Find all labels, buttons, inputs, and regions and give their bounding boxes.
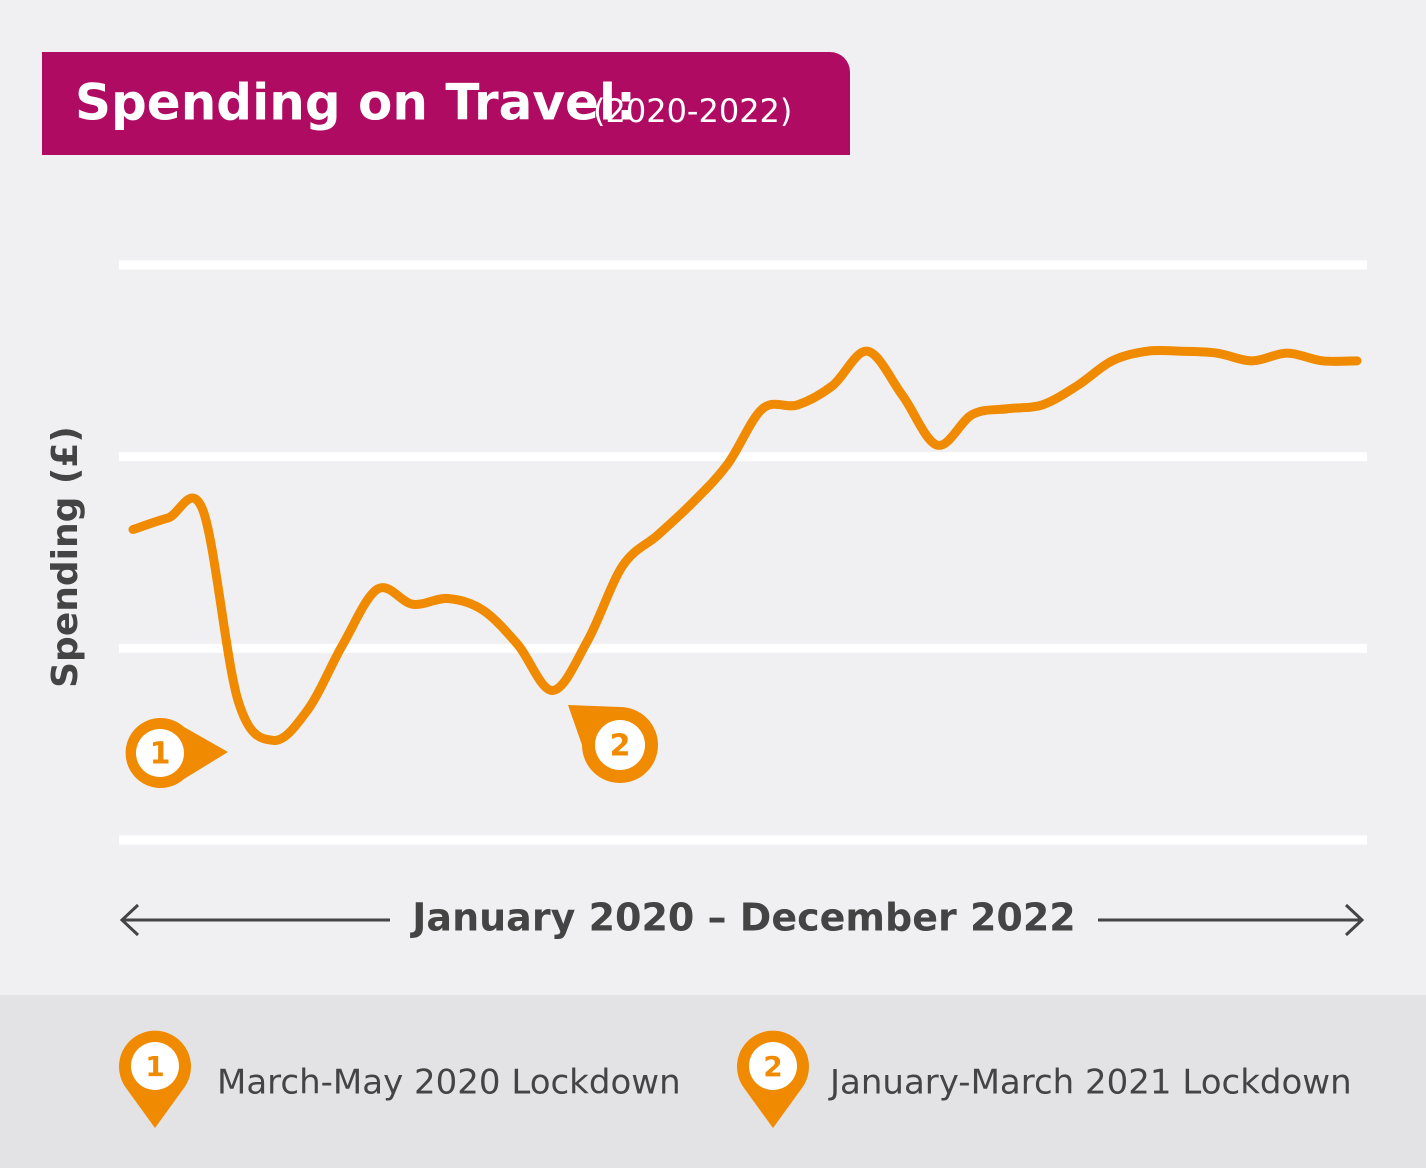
pin-inner bbox=[595, 720, 645, 770]
arrow-left-head bbox=[119, 903, 140, 937]
pin-inner bbox=[131, 1042, 179, 1090]
legend-text: March-May 2020 Lockdown bbox=[217, 1063, 681, 1103]
marker-2: 2 bbox=[568, 705, 658, 783]
pin-inner bbox=[749, 1042, 797, 1090]
pin-inner bbox=[136, 729, 184, 777]
y-axis-label: Spending (£) bbox=[45, 426, 86, 688]
marker-label: 1 bbox=[150, 737, 171, 772]
legend-text: January-March 2021 Lockdown bbox=[828, 1063, 1352, 1103]
legend-item-2: 2 January-March 2021 Lockdown bbox=[737, 1030, 1352, 1128]
legend-marker-label: 2 bbox=[763, 1050, 782, 1083]
chart-title: Spending on Travel: bbox=[75, 74, 636, 132]
legend-item-1: 1 March-May 2020 Lockdown bbox=[119, 1030, 681, 1128]
arrow-right-head bbox=[1344, 903, 1365, 937]
marker-label: 2 bbox=[610, 729, 631, 764]
x-axis-label: January 2020 – December 2022 bbox=[409, 896, 1075, 940]
x-axis-arrows bbox=[119, 903, 1365, 937]
background bbox=[0, 0, 1426, 995]
legend-band bbox=[0, 995, 1426, 1168]
data-line bbox=[128, 345, 1362, 745]
legend-marker-label: 1 bbox=[145, 1050, 164, 1083]
chart-subtitle: (2020-2022) bbox=[593, 92, 792, 130]
title-banner bbox=[42, 52, 850, 155]
plot bbox=[128, 345, 1362, 745]
grid bbox=[119, 260, 1367, 845]
marker-1: 1 bbox=[125, 718, 228, 788]
